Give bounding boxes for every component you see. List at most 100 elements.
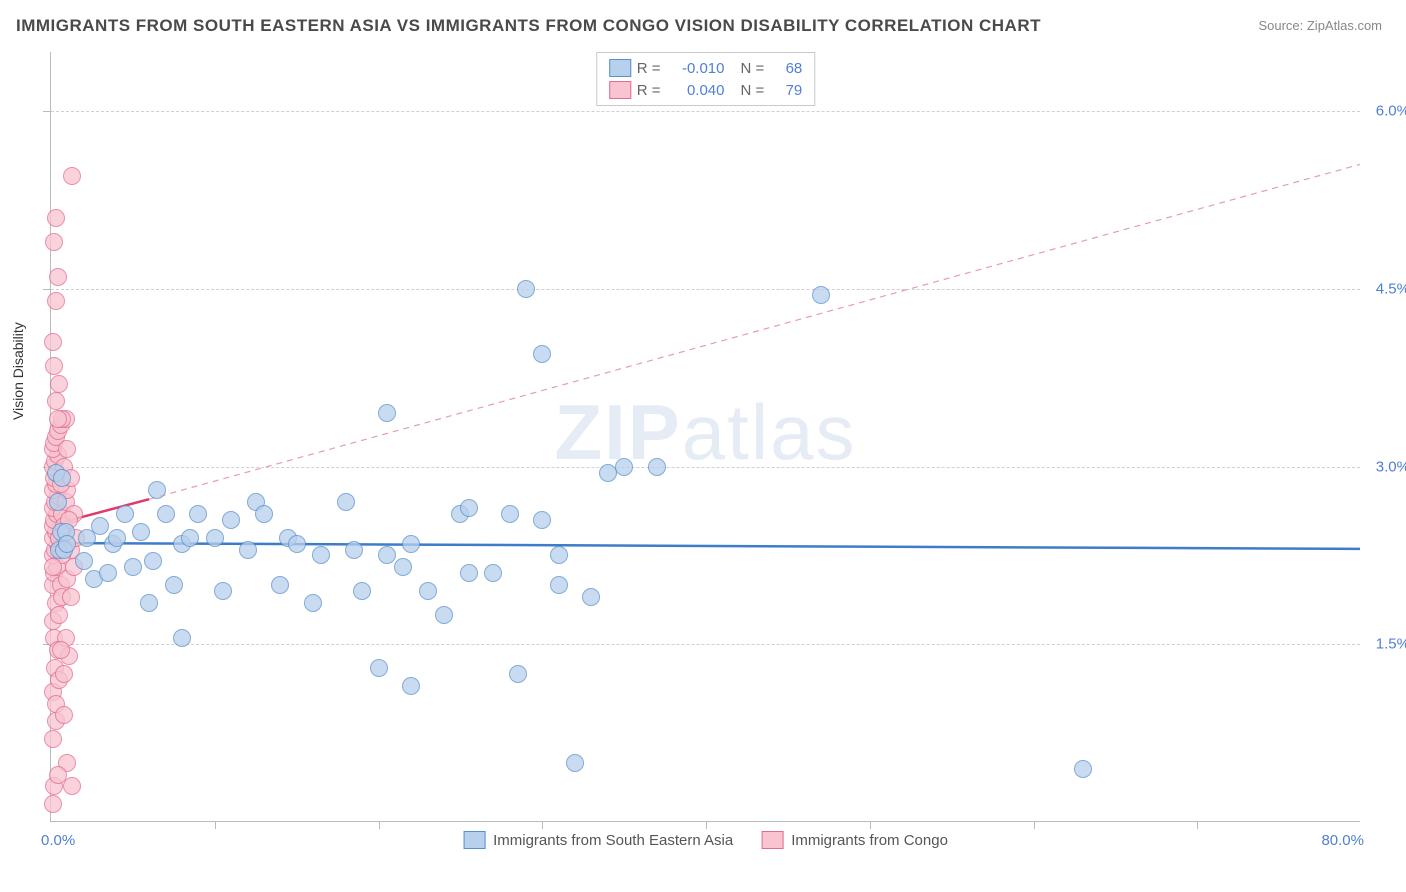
r-label: R = [637,60,661,77]
data-point [49,766,67,784]
y-axis-label: Vision Disability [10,322,26,420]
data-point [378,546,396,564]
data-point [345,541,363,559]
data-point [615,458,633,476]
data-point [599,464,617,482]
r-value-series1: -0.010 [667,60,725,77]
data-point [63,777,81,795]
swatch-series2 [609,81,631,99]
y-tick-label: 3.0% [1364,458,1406,475]
r-label: R = [637,82,661,99]
legend-item-series1: Immigrants from South Eastern Asia [463,831,733,849]
data-point [165,576,183,594]
data-point [63,167,81,185]
data-point [419,582,437,600]
r-value-series2: 0.040 [667,82,725,99]
data-point [222,511,240,529]
data-point [533,511,551,529]
data-point [44,795,62,813]
y-tick-label: 4.5% [1364,280,1406,297]
correlation-legend: R = -0.010 N = 68 R = 0.040 N = 79 [596,52,816,106]
data-point [1074,760,1092,778]
chart-plot-area: ZIPatlas 1.5%3.0%4.5%6.0% R = -0.010 N =… [50,52,1360,822]
data-point [173,629,191,647]
series2-name: Immigrants from Congo [791,832,948,849]
watermark: ZIPatlas [554,386,856,477]
data-point [550,576,568,594]
data-point [337,493,355,511]
data-point [124,558,142,576]
data-point [45,233,63,251]
data-point [144,552,162,570]
data-point [91,517,109,535]
data-point [140,594,158,612]
data-point [378,404,396,422]
data-point [49,268,67,286]
data-point [62,588,80,606]
n-value-series2: 79 [770,82,802,99]
swatch-series1 [463,831,485,849]
chart-title: IMMIGRANTS FROM SOUTH EASTERN ASIA VS IM… [16,16,1041,36]
data-point [353,582,371,600]
data-point [181,529,199,547]
data-point [148,481,166,499]
legend-item-series2: Immigrants from Congo [761,831,948,849]
n-value-series1: 68 [770,60,802,77]
data-point [582,588,600,606]
watermark-rest: atlas [682,387,857,475]
data-point [239,541,257,559]
series1-name: Immigrants from South Eastern Asia [493,832,733,849]
swatch-series1 [609,59,631,77]
legend-row-series1: R = -0.010 N = 68 [609,57,803,79]
data-point [55,665,73,683]
data-point [648,458,666,476]
data-point [394,558,412,576]
data-point [501,505,519,523]
series-legend: Immigrants from South Eastern Asia Immig… [463,831,948,849]
data-point [53,469,71,487]
data-point [460,564,478,582]
data-point [288,535,306,553]
data-point [45,357,63,375]
data-point [566,754,584,772]
data-point [214,582,232,600]
data-point [370,659,388,677]
n-label: N = [741,82,765,99]
swatch-series2 [761,831,783,849]
data-point [108,529,126,547]
data-point [435,606,453,624]
data-point [157,505,175,523]
data-point [99,564,117,582]
data-point [460,499,478,517]
data-point [271,576,289,594]
data-point [47,209,65,227]
data-point [47,392,65,410]
data-point [189,505,207,523]
data-point [304,594,322,612]
data-point [47,292,65,310]
data-point [58,440,76,458]
data-point [812,286,830,304]
data-point [116,505,134,523]
data-point [517,280,535,298]
y-tick-label: 6.0% [1364,103,1406,120]
data-point [132,523,150,541]
n-label: N = [741,60,765,77]
legend-row-series2: R = 0.040 N = 79 [609,79,803,101]
data-point [255,505,273,523]
data-point [550,546,568,564]
x-axis-max: 80.0% [1321,832,1364,849]
y-tick-label: 1.5% [1364,636,1406,653]
source-credit: Source: ZipAtlas.com [1258,18,1382,33]
data-point [50,606,68,624]
data-point [75,552,93,570]
data-point [44,730,62,748]
data-point [484,564,502,582]
x-axis-min: 0.0% [41,832,75,849]
data-point [44,333,62,351]
data-point [49,410,67,428]
data-point [509,665,527,683]
data-point [50,375,68,393]
data-point [55,706,73,724]
data-point [58,535,76,553]
